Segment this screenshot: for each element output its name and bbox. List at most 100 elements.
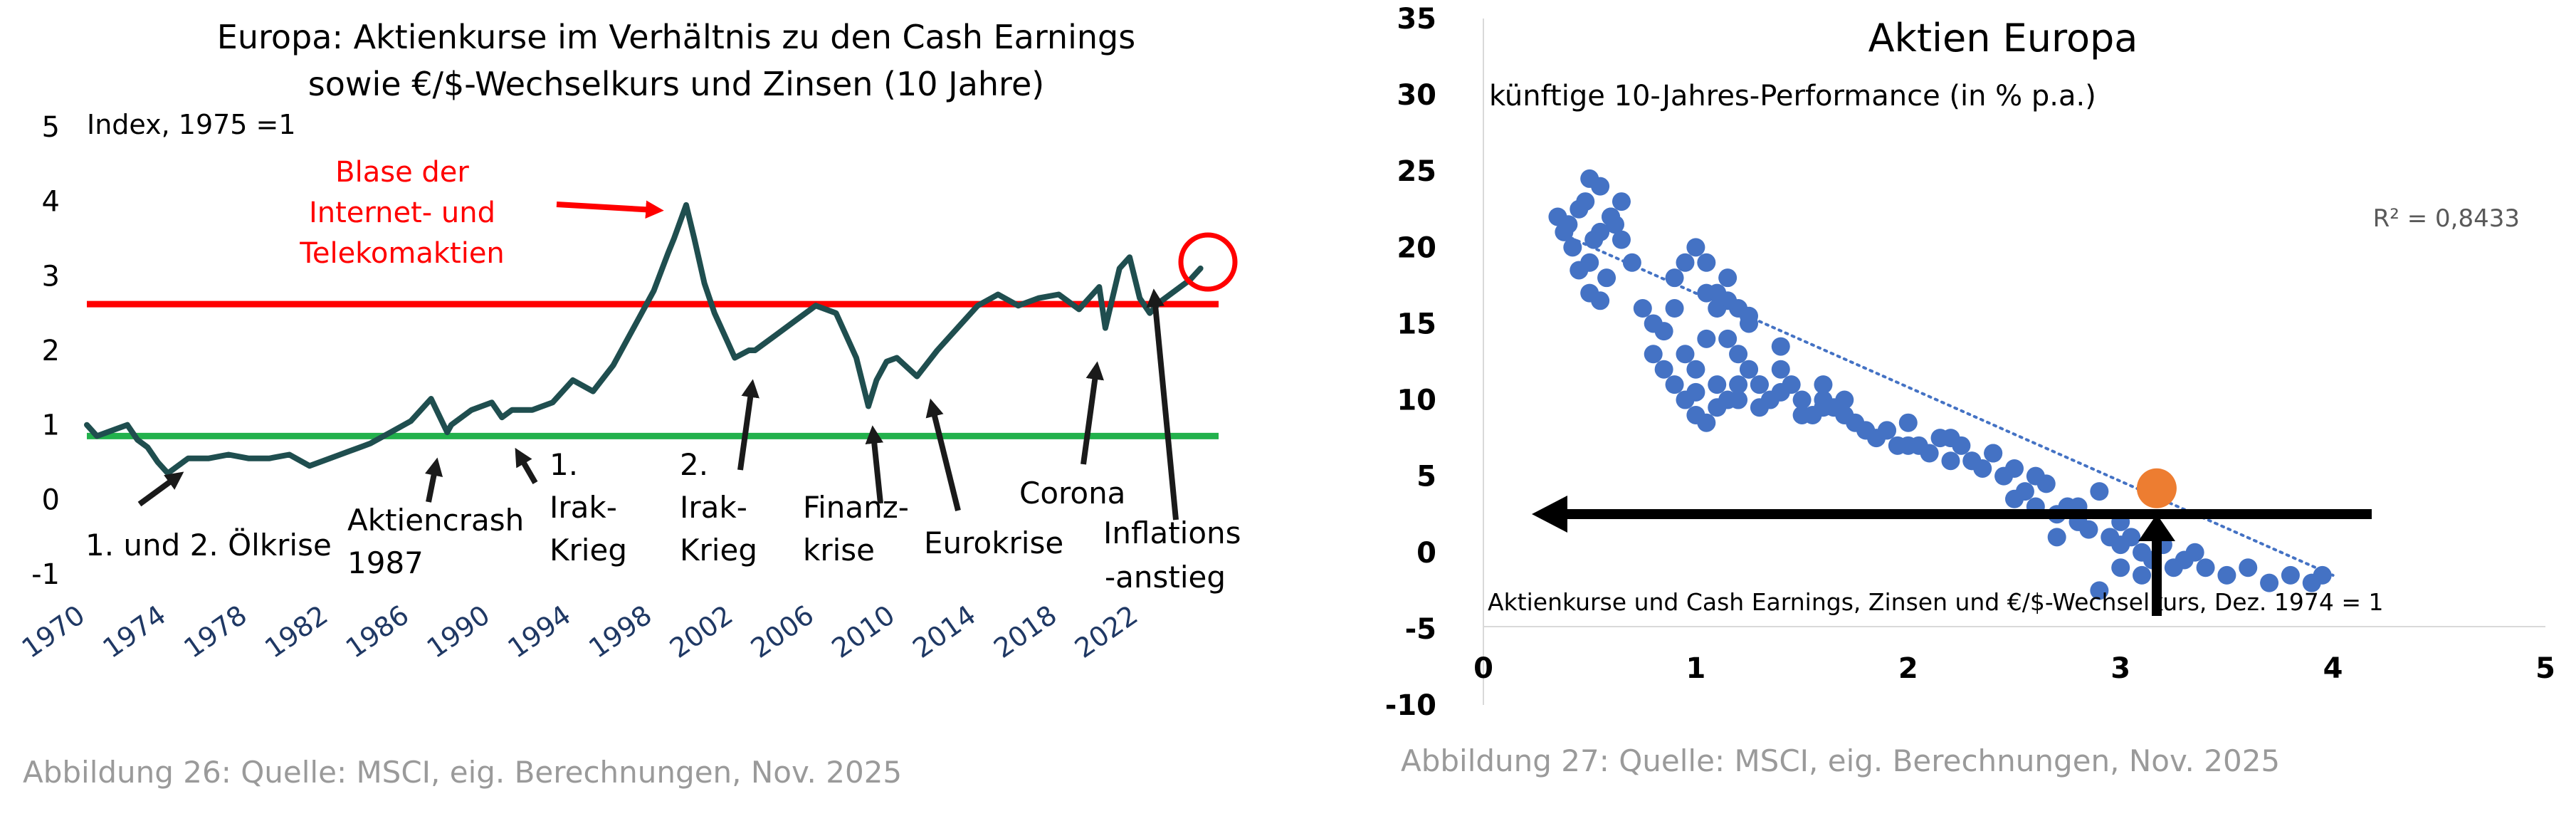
annotation-bubble-line2: Internet- und: [309, 197, 495, 229]
right-caption: Abbildung 27: Quelle: MSCI, eig. Berechn…: [1401, 743, 2281, 778]
x-tick-label: 1986: [340, 599, 414, 664]
left-chart-panel: Europa: Aktienkurse im Verhältnis zu den…: [16, 18, 1241, 790]
scatter-point: [1898, 436, 1918, 455]
series-lines: [84, 202, 1204, 476]
y-tick-label: 2: [42, 335, 60, 367]
y-tick-label: -5: [1405, 613, 1436, 646]
scatter-point: [1665, 375, 1684, 394]
scatter-point: [1676, 345, 1695, 364]
x-tick-label: 5: [2535, 652, 2555, 685]
y-tick-label: -10: [1385, 689, 1436, 722]
arrow-corona: [1081, 361, 1104, 465]
scatter-point: [1729, 375, 1748, 394]
scatter-point: [1941, 451, 1960, 471]
y-tick-label: 25: [1397, 155, 1436, 188]
x-tick-label: 4: [2323, 652, 2343, 685]
y-tick-label: 35: [1397, 3, 1436, 36]
scatter-point: [1697, 283, 1716, 303]
y-tick-label: 20: [1397, 231, 1436, 264]
scatter-point: [1591, 222, 1610, 241]
x-tick-labels: 0 1 2 3 4 5: [1473, 652, 2555, 685]
annotation-irak1-line1: 1.: [550, 447, 578, 482]
scatter-point: [2196, 558, 2215, 577]
annotation-eurocrisis: Eurokrise: [924, 525, 1063, 560]
scatter-point: [1563, 238, 1582, 257]
scatter-point: [2090, 482, 2109, 501]
scatter-point: [1792, 390, 1812, 409]
scatter-point: [1676, 253, 1695, 272]
scatter-point: [2005, 489, 2024, 508]
y-tick-label: 0: [1416, 537, 1436, 570]
scatter-point: [1835, 390, 1854, 409]
scatter-point: [1697, 253, 1716, 272]
annotation-oil-crisis: 1. und 2. Ölkrise: [85, 527, 332, 563]
line-chart: Europa: Aktienkurse im Verhältnis zu den…: [16, 18, 1241, 664]
highlight-circle: [1178, 232, 1238, 292]
scatter-point: [1771, 382, 1790, 402]
scatter-point: [1792, 405, 1812, 424]
arrow-bubble: [556, 200, 664, 219]
y-tick-label: 10: [1397, 385, 1436, 417]
right-chart-panel: Aktien Europa künftige 10-Jahres-Perform…: [1381, 0, 2576, 818]
scatter-chart-ylabel: künftige 10-Jahres-Performance (in % p.a…: [1489, 80, 2096, 113]
scatter-point: [1612, 192, 1631, 211]
scatter-point: [2260, 573, 2279, 592]
scatter-point: [1697, 413, 1716, 432]
scatter-point: [1740, 360, 1758, 379]
r-squared-label: R² = 0,8433: [2373, 204, 2520, 233]
line-chart-title: Europa: Aktienkurse im Verhältnis zu den…: [217, 18, 1135, 56]
line-chart-subtitle: sowie €/$-Wechselkurs und Zinsen (10 Jah…: [308, 65, 1044, 103]
annotation-corona: Corona: [1019, 476, 1125, 511]
scatter-point: [2281, 565, 2300, 585]
scatter-point: [2026, 466, 2045, 486]
annotation-bubble-line1: Blase der: [335, 156, 469, 189]
scatter-point: [1856, 421, 1876, 440]
x-tick-label: 1994: [502, 599, 576, 664]
scatter-point: [1898, 413, 1918, 432]
x-tick-label: 1: [1686, 652, 1705, 685]
annotation-bubble-line3: Telekomaktien: [299, 237, 505, 270]
scatter-point: [1708, 375, 1727, 394]
x-tick-label: 3: [2110, 652, 2130, 685]
scatter-point: [2185, 543, 2204, 562]
scatter-point: [1559, 215, 1578, 234]
scatter-point: [1591, 291, 1610, 310]
scatter-point: [2133, 565, 2152, 585]
scatter-point: [1576, 192, 1595, 211]
scatter-point: [1771, 337, 1790, 356]
x-tick-label: 2022: [1069, 599, 1143, 664]
annotation-arrows: [137, 200, 1179, 521]
y-tick-labels: 35 30 25 20 15 10 5 0 -5 -10: [1385, 3, 1436, 722]
annotation-irak2-line3: Krieg: [680, 533, 757, 568]
arrow-eurocrisis: [925, 398, 961, 511]
annotation-finance-line1: Finanz-: [803, 490, 909, 525]
scatter-point: [2090, 581, 2109, 600]
annotation-inflation-line2: -anstieg: [1105, 560, 1226, 595]
scatter-point: [1729, 345, 1748, 364]
annotation-crash-line2: 1987: [347, 545, 424, 580]
scatter-point: [1941, 429, 1960, 448]
x-tick-label: 1982: [259, 599, 333, 664]
scatter-point: [1686, 238, 1705, 257]
x-tick-label: 2002: [664, 599, 738, 664]
annotation-irak2-line1: 2.: [680, 447, 708, 482]
y-tick-label: 0: [42, 483, 60, 516]
y-tick-label: 1: [42, 409, 60, 442]
arrow-inflation: [1146, 288, 1179, 521]
x-tick-label: 1998: [583, 599, 657, 664]
x-tick-label: 2: [1898, 652, 1918, 685]
scatter-point: [1920, 444, 1939, 463]
scatter-chart-xlabel: Aktienkurse und Cash Earnings, Zinsen un…: [1488, 588, 2384, 616]
scatter-point: [1654, 322, 1673, 341]
scatter-point: [2079, 520, 2098, 539]
x-tick-label: 0: [1473, 652, 1493, 685]
y-tick-label: 30: [1397, 79, 1436, 112]
scatter-point: [2217, 565, 2236, 585]
scatter-point: [1718, 329, 1738, 348]
scatter-point: [1654, 360, 1673, 379]
scatter-point: [1750, 375, 1769, 394]
scatter-point: [2122, 528, 2141, 547]
x-tick-labels: 1970 1974 1978 1982 1986 1990 1994 1998 2002 2006…: [16, 599, 1144, 664]
annotation-finance-line2: krise: [803, 533, 875, 568]
y-tick-label: 5: [1416, 461, 1436, 493]
